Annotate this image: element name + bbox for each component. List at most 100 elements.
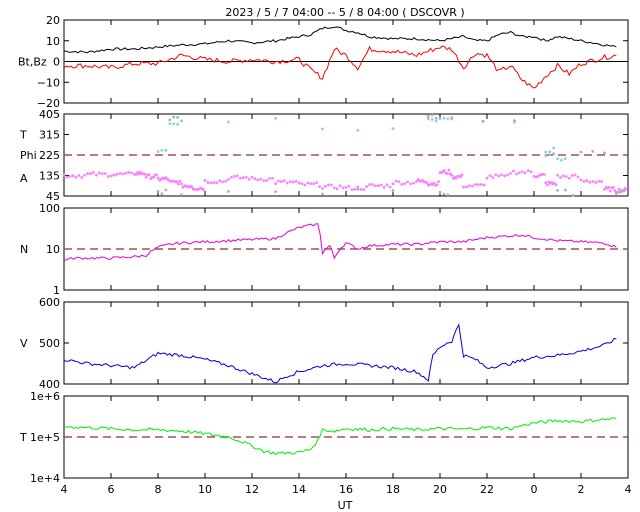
data-point xyxy=(391,182,395,186)
x-axis-label: UT xyxy=(338,499,353,512)
data-point xyxy=(156,150,160,153)
data-point xyxy=(373,184,377,188)
data-point xyxy=(321,187,324,190)
data-point xyxy=(409,182,413,186)
data-point xyxy=(576,175,580,179)
data-point xyxy=(259,177,263,181)
data-point xyxy=(253,177,257,181)
series-line-V xyxy=(63,323,617,384)
data-point xyxy=(156,189,160,193)
data-point xyxy=(190,185,194,189)
data-point xyxy=(152,175,155,179)
data-point xyxy=(552,152,555,156)
data-point xyxy=(312,182,316,186)
data-point xyxy=(443,169,446,172)
data-point xyxy=(300,182,304,186)
data-point xyxy=(485,176,489,180)
data-point xyxy=(514,172,518,176)
data-point xyxy=(353,187,357,191)
data-point xyxy=(303,183,307,187)
data-point xyxy=(526,169,530,172)
data-point xyxy=(279,180,283,183)
data-point xyxy=(176,116,179,119)
data-point xyxy=(168,122,172,125)
data-point xyxy=(497,174,501,178)
data-point xyxy=(224,179,227,183)
data-point xyxy=(617,187,621,191)
data-point xyxy=(559,176,562,179)
data-point xyxy=(106,174,110,178)
series-T xyxy=(156,113,626,197)
data-point xyxy=(434,116,438,120)
data-point xyxy=(382,186,386,189)
data-point xyxy=(506,173,509,177)
x-tick-label: 8 xyxy=(155,483,162,496)
data-point xyxy=(608,189,612,193)
data-point xyxy=(241,176,245,180)
data-point xyxy=(573,173,577,177)
data-point xyxy=(115,172,119,176)
data-point xyxy=(391,127,395,130)
data-point xyxy=(83,173,86,177)
data-point xyxy=(479,183,483,186)
data-point xyxy=(227,120,230,124)
data-point xyxy=(362,188,366,191)
y-tick-label: 315 xyxy=(39,129,60,142)
data-point xyxy=(80,176,84,179)
data-point xyxy=(412,181,415,185)
data-point xyxy=(459,175,462,179)
data-point xyxy=(250,175,254,179)
data-point xyxy=(622,189,626,192)
data-point xyxy=(517,171,521,175)
chart-title: 2023 / 5 / 7 04:00 -- 5 / 8 04:00 ( DSCO… xyxy=(225,6,464,19)
data-point xyxy=(437,180,440,184)
data-point xyxy=(291,180,295,184)
data-point xyxy=(180,193,183,197)
data-point xyxy=(268,176,272,180)
data-point xyxy=(206,181,210,184)
data-point xyxy=(359,188,363,191)
y-tick-label: 1 xyxy=(53,284,60,297)
data-point xyxy=(481,119,485,123)
data-point xyxy=(588,180,592,184)
data-point xyxy=(570,174,574,177)
data-point xyxy=(256,178,260,182)
data-point xyxy=(164,149,168,152)
data-point xyxy=(591,149,595,153)
data-point xyxy=(488,174,492,178)
data-point xyxy=(335,187,339,191)
data-point xyxy=(227,178,230,181)
data-point xyxy=(379,183,383,187)
panel-density: 100 10 1 N xyxy=(20,202,629,297)
data-point xyxy=(376,184,380,188)
data-point xyxy=(552,146,555,150)
y-tick-label: 45 xyxy=(46,190,60,203)
y-axis-label: N xyxy=(20,243,28,256)
data-point xyxy=(277,179,280,183)
data-point xyxy=(288,180,292,184)
data-point xyxy=(435,183,439,186)
y-tick-label: 500 xyxy=(39,337,60,350)
data-point xyxy=(332,186,336,190)
data-point xyxy=(426,117,430,121)
data-point xyxy=(180,182,183,186)
data-point xyxy=(324,184,327,188)
data-point xyxy=(212,181,216,184)
y-tick-label: 405 xyxy=(39,108,60,121)
x-tick-label: 6 xyxy=(108,483,115,496)
data-point xyxy=(109,174,113,178)
data-point xyxy=(347,184,351,188)
data-point xyxy=(579,178,583,182)
data-point xyxy=(121,172,125,176)
data-point xyxy=(164,188,168,192)
data-point xyxy=(365,185,368,189)
data-point xyxy=(403,182,407,185)
data-point xyxy=(68,175,72,178)
data-point xyxy=(100,172,104,176)
data-point xyxy=(482,183,486,187)
data-point xyxy=(244,175,248,179)
data-point xyxy=(368,183,371,186)
data-point xyxy=(467,184,471,188)
data-point xyxy=(91,171,95,174)
data-point xyxy=(71,174,75,178)
